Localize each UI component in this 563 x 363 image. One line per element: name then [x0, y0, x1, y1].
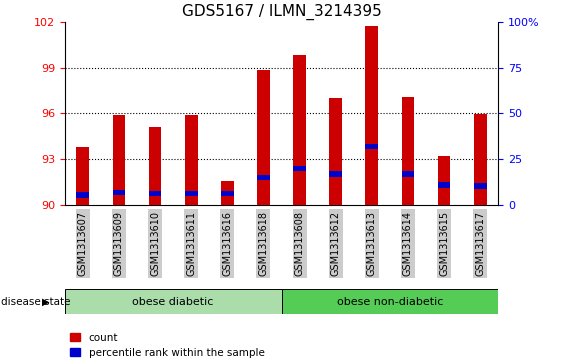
Bar [438, 156, 450, 205]
Text: GSM1313613: GSM1313613 [367, 211, 377, 276]
Text: ▶: ▶ [42, 297, 50, 307]
Bar [293, 54, 306, 205]
Bar [257, 175, 270, 180]
Bar [438, 182, 450, 188]
Text: GSM1313616: GSM1313616 [222, 211, 233, 276]
Bar [329, 171, 342, 177]
Text: disease state: disease state [1, 297, 70, 307]
Bar [401, 171, 414, 177]
Bar [329, 98, 342, 205]
Legend: count, percentile rank within the sample: count, percentile rank within the sample [70, 333, 265, 358]
Text: GSM1313614: GSM1313614 [403, 211, 413, 276]
Bar [401, 97, 414, 205]
Text: GSM1313615: GSM1313615 [439, 211, 449, 276]
Bar [474, 183, 486, 188]
Bar [282, 289, 498, 314]
Bar [149, 127, 162, 205]
Text: GSM1313612: GSM1313612 [330, 211, 341, 276]
Bar [185, 191, 198, 196]
Bar [293, 166, 306, 171]
Bar [257, 70, 270, 205]
Bar [221, 181, 234, 205]
Bar [474, 114, 486, 205]
Bar [185, 115, 198, 205]
Text: GSM1313610: GSM1313610 [150, 211, 160, 276]
Text: GSM1313618: GSM1313618 [258, 211, 269, 276]
Text: obese diabetic: obese diabetic [132, 297, 214, 307]
Text: GSM1313617: GSM1313617 [475, 211, 485, 276]
Bar [365, 26, 378, 205]
Text: GSM1313609: GSM1313609 [114, 211, 124, 276]
Bar [221, 191, 234, 196]
Bar [77, 147, 89, 205]
Text: GSM1313607: GSM1313607 [78, 211, 88, 276]
Text: obese non-diabetic: obese non-diabetic [337, 297, 443, 307]
Bar [77, 192, 89, 198]
Text: GSM1313611: GSM1313611 [186, 211, 196, 276]
Title: GDS5167 / ILMN_3214395: GDS5167 / ILMN_3214395 [182, 4, 381, 20]
Bar [113, 115, 125, 205]
Bar [365, 144, 378, 149]
Bar [65, 289, 282, 314]
Bar [149, 191, 162, 196]
Bar [113, 189, 125, 195]
Text: GSM1313608: GSM1313608 [294, 211, 305, 276]
